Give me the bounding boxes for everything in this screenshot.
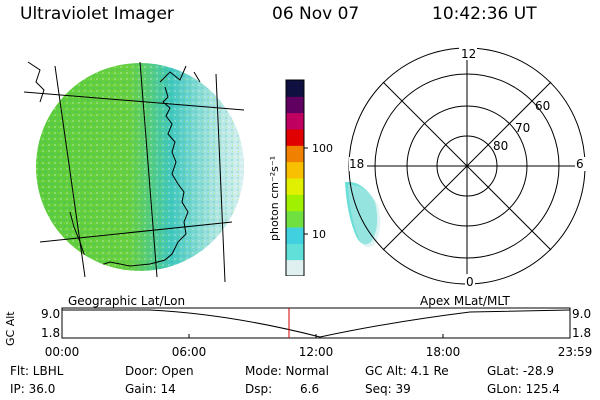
status-glon: GLon: 125.4 <box>487 382 560 396</box>
geo-speckle <box>36 63 244 271</box>
altitude-curve <box>62 309 571 338</box>
mlt-label-12: 12 <box>461 47 476 61</box>
mlt-label-0: 0 <box>466 275 474 289</box>
label-bg <box>349 157 367 171</box>
scale-border <box>285 79 305 276</box>
label-bg <box>459 46 477 60</box>
mlt-label-18: 18 <box>349 157 364 171</box>
status-door: Door: Open <box>125 364 194 378</box>
status-gc-alt: GC Alt: 4.1 Re <box>365 364 449 378</box>
status-filter: Flt: LBHL <box>10 364 64 378</box>
scale-band <box>286 243 304 261</box>
altitude-plot <box>61 307 571 339</box>
status-mode: Mode: Normal <box>245 364 329 378</box>
date-label: 06 Nov 07 <box>272 4 360 24</box>
label-bg <box>575 157 587 171</box>
status-gain: Gain: 14 <box>125 382 176 396</box>
mlat-label-80: 80 <box>493 139 508 153</box>
xtick-2359: 23:59 <box>557 345 593 359</box>
mlt-line-diag2 <box>382 81 552 251</box>
scale-unit-label: photon cm⁻²s⁻¹ <box>268 156 281 241</box>
xtick-0600: 06:00 <box>171 345 207 359</box>
xtick-1800: 18:00 <box>425 345 461 359</box>
scale-band <box>286 210 304 228</box>
apex-panel-title: Apex MLat/MLT <box>420 294 510 308</box>
xtick-1200: 12:00 <box>298 345 334 359</box>
status-glat: GLat: -28.9 <box>487 364 554 378</box>
scale-label-100: 100 <box>312 142 333 155</box>
scale-band <box>286 96 304 114</box>
apex-polar-plot: 12 18 6 0 60 70 80 <box>345 46 587 289</box>
scale-label-10: 10 <box>312 228 326 241</box>
altitude-ymax-left: 9.0 <box>41 307 61 321</box>
scale-band <box>286 178 304 195</box>
altitude-frame <box>61 307 571 339</box>
mlt-label-6: 6 <box>576 157 584 171</box>
scale-band <box>286 80 304 97</box>
lon-line <box>215 73 226 283</box>
lon-line <box>139 61 158 278</box>
scale-band <box>286 227 304 244</box>
scale-band <box>286 129 304 146</box>
xtick-0000: 00:00 <box>44 345 80 359</box>
altitude-ymax-right: 9.0 <box>572 307 592 321</box>
mlat-label-70: 70 <box>515 121 530 135</box>
lat-line <box>23 91 245 111</box>
color-scale: 100 10 photon cm⁻²s⁻¹ <box>268 79 333 276</box>
scale-band <box>286 194 304 212</box>
status-dsp-label: Dsp: <box>245 382 273 396</box>
status-dsp-value: 6.6 <box>300 382 320 396</box>
scale-band <box>286 161 304 179</box>
geo-panel-title: Geographic Lat/Lon <box>68 294 186 308</box>
scale-band <box>286 259 304 276</box>
time-label: 10:42:36 UT <box>432 4 537 24</box>
lon-line <box>54 65 86 278</box>
altitude-ymin-left: 1.8 <box>41 326 61 340</box>
lat-line <box>39 221 233 243</box>
status-seq: Seq: 39 <box>365 382 411 396</box>
geographic-image <box>23 61 245 283</box>
auroral-patch-halo <box>348 184 381 248</box>
altitude-xticks <box>61 334 571 338</box>
scale-band <box>286 145 304 163</box>
label-bg <box>465 274 475 288</box>
altitude-ymin-right: 1.8 <box>572 326 592 340</box>
instrument-title: Ultraviolet Imager <box>20 4 174 24</box>
scale-band <box>286 112 304 130</box>
status-ip: IP: 36.0 <box>10 382 56 396</box>
mlat-label-60: 60 <box>535 99 550 113</box>
